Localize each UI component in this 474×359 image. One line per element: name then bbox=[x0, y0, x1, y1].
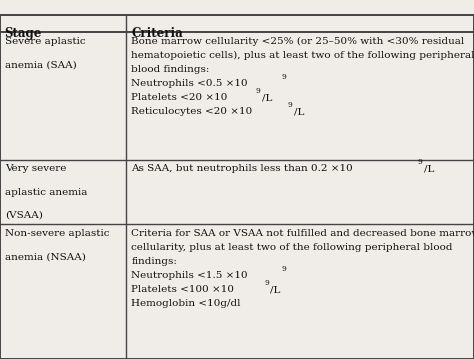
Text: /L: /L bbox=[424, 164, 434, 173]
Text: /L: /L bbox=[294, 107, 304, 116]
Text: Very severe: Very severe bbox=[5, 164, 66, 173]
Text: /L: /L bbox=[270, 285, 281, 294]
Text: hematopoietic cells), plus at least two of the following peripheral: hematopoietic cells), plus at least two … bbox=[131, 51, 474, 60]
Text: Criteria: Criteria bbox=[131, 27, 183, 40]
Text: blood findings:: blood findings: bbox=[131, 65, 210, 74]
Text: Neutrophils <0.5 ×10: Neutrophils <0.5 ×10 bbox=[131, 79, 248, 88]
Text: anemia (SAA): anemia (SAA) bbox=[5, 60, 76, 69]
Text: (VSAA): (VSAA) bbox=[5, 211, 43, 220]
Text: Bone marrow cellularity <25% (or 25–50% with <30% residual: Bone marrow cellularity <25% (or 25–50% … bbox=[131, 37, 465, 46]
Text: findings:: findings: bbox=[131, 257, 177, 266]
Text: As SAA, but neutrophils less than 0.2 ×10: As SAA, but neutrophils less than 0.2 ×1… bbox=[131, 164, 353, 173]
Text: Hemoglobin <10g/dl: Hemoglobin <10g/dl bbox=[131, 299, 241, 308]
Text: 9: 9 bbox=[282, 73, 286, 81]
Text: Severe aplastic: Severe aplastic bbox=[5, 37, 85, 46]
Text: cellularity, plus at least two of the following peripheral blood: cellularity, plus at least two of the fo… bbox=[131, 243, 453, 252]
Text: Criteria for SAA or VSAA not fulfilled and decreased bone marrow: Criteria for SAA or VSAA not fulfilled a… bbox=[131, 229, 474, 238]
Text: Platelets <100 ×10: Platelets <100 ×10 bbox=[131, 285, 234, 294]
Text: Stage: Stage bbox=[5, 27, 42, 40]
Text: 9: 9 bbox=[255, 87, 260, 95]
Text: 9: 9 bbox=[282, 265, 286, 273]
Text: aplastic anemia: aplastic anemia bbox=[5, 187, 87, 196]
Text: Non-severe aplastic: Non-severe aplastic bbox=[5, 229, 109, 238]
Text: Platelets <20 ×10: Platelets <20 ×10 bbox=[131, 93, 228, 102]
Text: Neutrophils <1.5 ×10: Neutrophils <1.5 ×10 bbox=[131, 271, 248, 280]
Text: 9: 9 bbox=[418, 158, 422, 166]
Text: 9: 9 bbox=[288, 101, 292, 109]
Text: /L: /L bbox=[262, 93, 272, 102]
Text: Reticulocytes <20 ×10: Reticulocytes <20 ×10 bbox=[131, 107, 253, 116]
Text: 9: 9 bbox=[264, 279, 269, 287]
Text: anemia (NSAA): anemia (NSAA) bbox=[5, 252, 86, 261]
